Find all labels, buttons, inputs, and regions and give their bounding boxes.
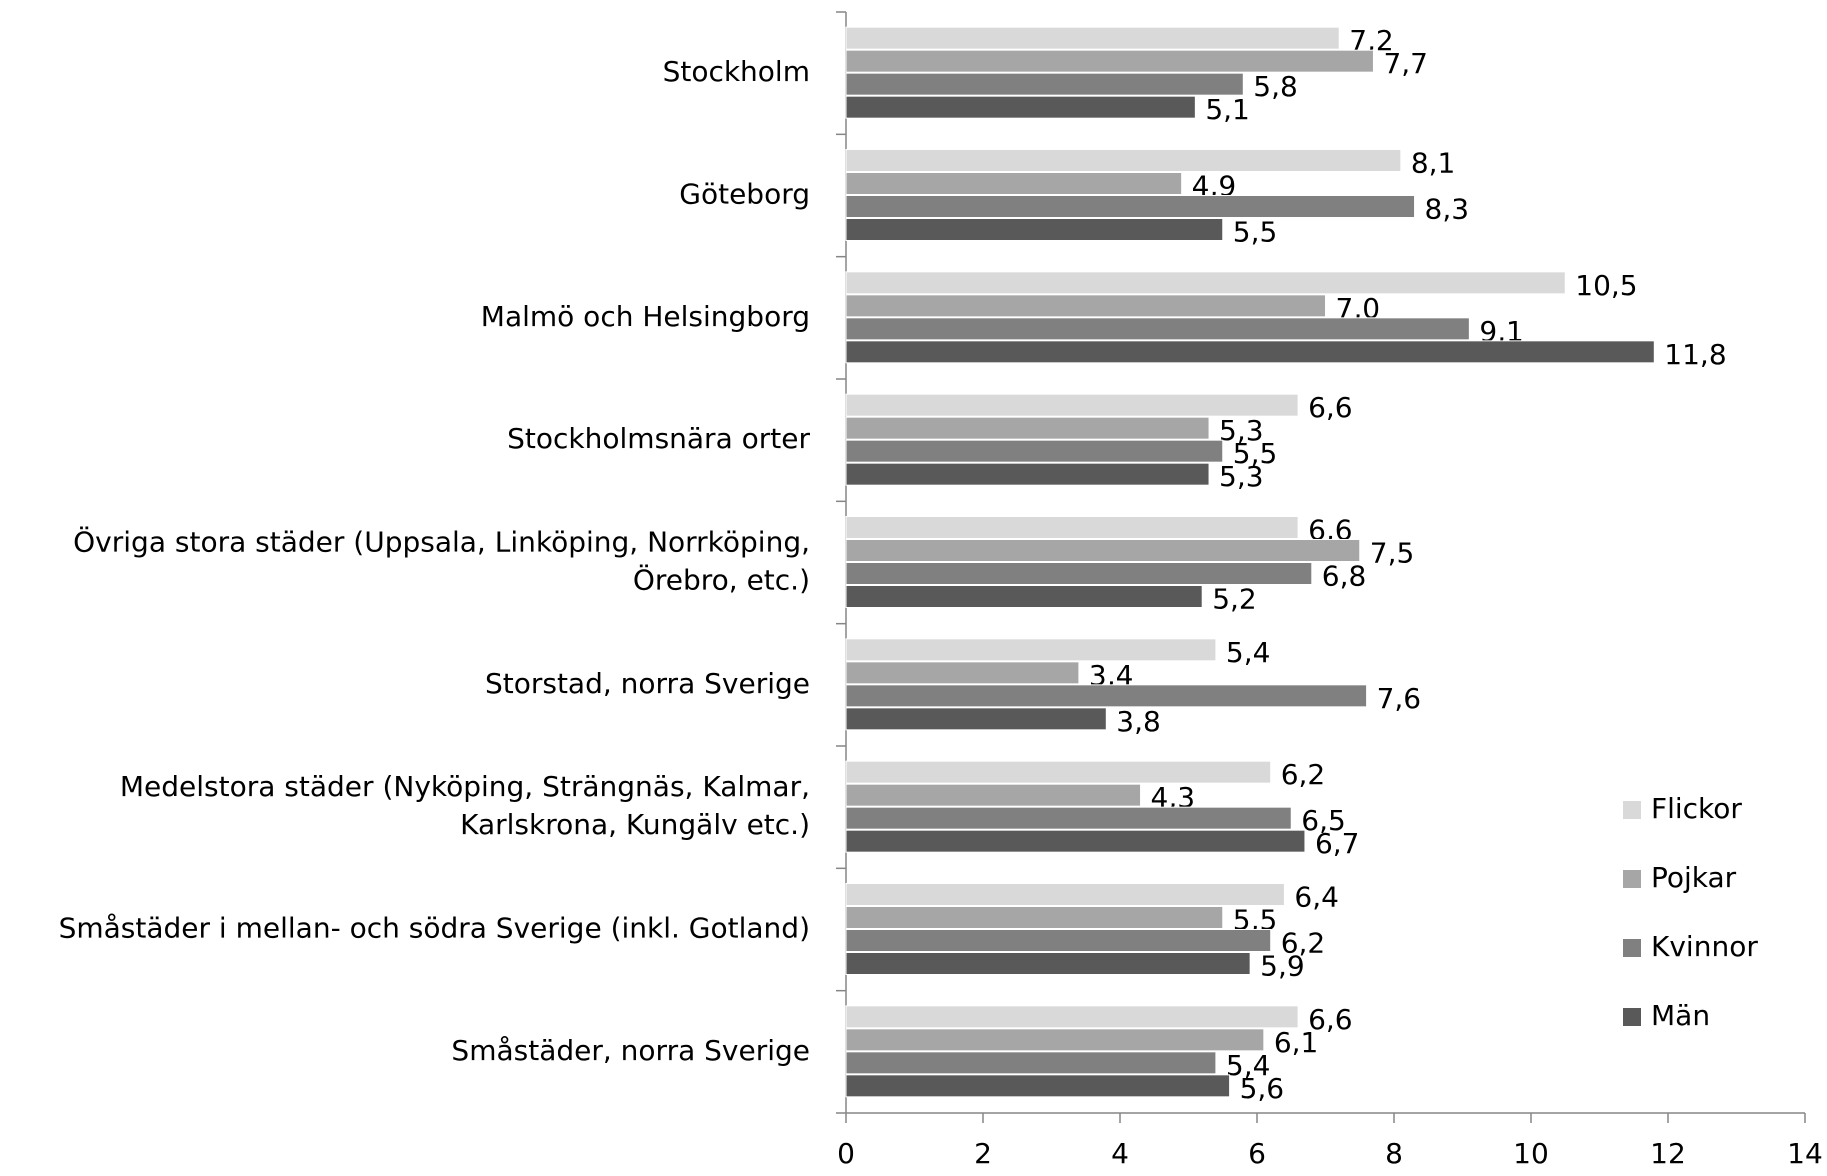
bar	[845, 684, 1368, 708]
legend-swatch	[1623, 870, 1641, 888]
x-tick-label: 12	[1650, 1137, 1686, 1170]
y-tick-label: Storstad, norra Sverige	[485, 667, 810, 700]
bar	[845, 707, 1107, 731]
legend-swatch	[1623, 939, 1641, 957]
bar	[845, 638, 1217, 662]
x-tick-label: 4	[1111, 1137, 1129, 1170]
data-label: 5,6	[1240, 1072, 1285, 1105]
data-label: 5,2	[1212, 583, 1257, 616]
bar	[845, 562, 1313, 585]
data-label: 6,6	[1308, 1003, 1353, 1036]
data-label: 11,8	[1664, 338, 1726, 371]
legend-swatch	[1623, 801, 1641, 819]
legend-label: Pojkar	[1651, 861, 1737, 894]
x-tick-label: 8	[1385, 1137, 1403, 1170]
data-label: 5,4	[1226, 636, 1271, 669]
bar	[845, 1005, 1299, 1029]
bar	[845, 661, 1080, 685]
data-label: 10,5	[1575, 269, 1637, 302]
y-tick-label: Stockholm	[663, 55, 810, 88]
bar	[845, 218, 1224, 241]
legend-label: Flickor	[1651, 792, 1742, 825]
data-label: 5,4	[1226, 1049, 1271, 1082]
y-tick-label: Medelstora städer (Nyköping, Strängnäs, …	[120, 770, 810, 841]
data-label: 7,6	[1377, 682, 1422, 715]
data-label: 8,1	[1411, 147, 1456, 180]
x-tick-label: 0	[837, 1137, 855, 1170]
legend-label: Kvinnor	[1651, 930, 1758, 963]
bar	[845, 516, 1299, 539]
data-label: 6,6	[1308, 391, 1353, 424]
data-label: 6,2	[1281, 758, 1326, 791]
data-label: 6,1	[1274, 1026, 1319, 1059]
x-tick-label: 6	[1248, 1137, 1266, 1170]
bar	[845, 393, 1299, 417]
bar	[845, 906, 1224, 929]
bar	[845, 462, 1210, 486]
bar	[845, 72, 1244, 96]
y-tick-label: Småstäder, norra Sverige	[451, 1034, 810, 1067]
bar	[845, 783, 1142, 807]
bar	[845, 439, 1224, 463]
y-tick-label: Göteborg	[679, 178, 810, 211]
bar	[845, 929, 1272, 952]
y-tick-label: Malmö och Helsingborg	[481, 300, 810, 333]
data-label: 6,5	[1301, 804, 1346, 837]
bar	[845, 149, 1402, 172]
legend-label: Män	[1651, 999, 1710, 1032]
bar	[845, 95, 1196, 119]
data-label: 8,3	[1425, 193, 1470, 226]
bar	[845, 49, 1374, 73]
data-label: 5,9	[1260, 950, 1305, 983]
x-tick-label: 14	[1787, 1137, 1823, 1170]
data-label: 5,8	[1253, 70, 1298, 103]
bar	[845, 271, 1566, 295]
x-tick-label: 2	[974, 1137, 992, 1170]
data-label: 5,5	[1233, 216, 1278, 249]
data-label: 3,8	[1116, 705, 1161, 738]
data-label: 5,3	[1219, 414, 1264, 447]
bar	[845, 26, 1340, 50]
data-label: 5,3	[1219, 460, 1264, 493]
bar	[845, 1028, 1265, 1052]
data-label: 5,5	[1233, 437, 1278, 470]
data-label: 6,7	[1315, 827, 1360, 860]
bar	[845, 416, 1210, 440]
bar	[845, 340, 1655, 364]
bar	[845, 760, 1272, 784]
data-label: 6,8	[1322, 560, 1367, 593]
bar	[845, 539, 1361, 562]
data-label: 6,2	[1281, 927, 1326, 960]
bar	[845, 294, 1326, 318]
y-tick-label: Stockholmsnära orter	[507, 422, 810, 455]
y-tick-label: Småstäder i mellan- och södra Sverige (i…	[59, 912, 810, 945]
x-tick-label: 10	[1513, 1137, 1549, 1170]
bar	[845, 317, 1470, 341]
y-tick-label: Övriga stora städer (Uppsala, Linköping,…	[73, 525, 810, 597]
bar	[845, 1051, 1217, 1075]
bar	[845, 883, 1285, 906]
data-label: 7,5	[1370, 537, 1415, 570]
bar	[845, 829, 1306, 853]
bar	[845, 806, 1292, 830]
bar	[845, 172, 1183, 195]
bar	[845, 195, 1416, 218]
legend-swatch	[1623, 1008, 1641, 1026]
data-label: 5,1	[1205, 93, 1250, 126]
bar	[845, 1074, 1231, 1098]
bar	[845, 952, 1251, 975]
data-label: 7,7	[1383, 47, 1428, 80]
bar	[845, 585, 1203, 608]
data-label: 6,4	[1294, 881, 1339, 914]
